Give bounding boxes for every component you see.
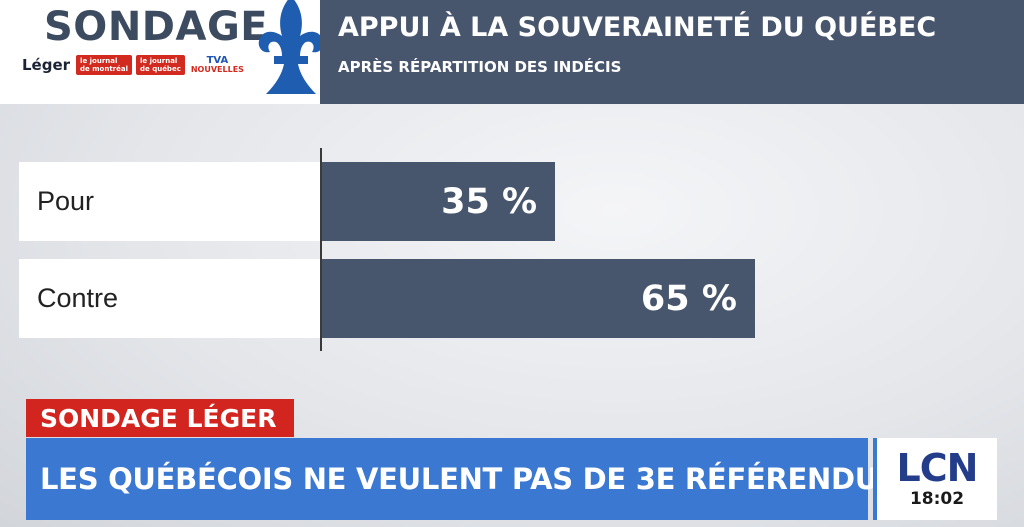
leger-logo: Léger (22, 56, 71, 74)
nouvelles-logo-text: NOUVELLES (190, 65, 244, 74)
poll-header-logo-panel: SONDAGE Léger le journal de montréal le … (0, 0, 320, 104)
bar: 65 % (322, 259, 755, 338)
lower-third-headline: LES QUÉBÉCOIS NE VEULENT PAS DE 3E RÉFÉR… (26, 438, 907, 520)
journal-montreal-logo: le journal de montréal (76, 55, 132, 75)
journal-quebec-logo: le journal de québec (136, 55, 185, 75)
clock-time: 18:02 (909, 488, 965, 509)
tva-logo-text: TVA (206, 55, 229, 66)
bar-chart: Pour 35 % Contre 65 % (0, 104, 1024, 394)
channel-bug: LCN 18:02 (873, 438, 997, 520)
sondage-title: SONDAGE (44, 4, 269, 50)
bar-axis-line (320, 148, 322, 351)
chart-title: APPUI À LA SOUVERAINETÉ DU QUÉBEC (338, 12, 937, 43)
headline-text: LES QUÉBÉCOIS NE VEULENT PAS DE 3E RÉFÉR… (40, 462, 907, 496)
data-label: 65 % (640, 278, 737, 319)
chart-title-panel: APPUI À LA SOUVERAINETÉ DU QUÉBEC APRÈS … (320, 0, 1024, 104)
fleur-de-lis-icon (258, 0, 320, 94)
bar: 35 % (322, 162, 556, 241)
data-label: 35 % (441, 181, 538, 222)
chart-subtitle: APRÈS RÉPARTITION DES INDÉCIS (338, 58, 622, 76)
lower-third-label-text: SONDAGE LÉGER (40, 403, 277, 433)
category-label: Pour (37, 186, 95, 216)
tva-nouvelles-logo: TVA NOUVELLES (191, 56, 244, 74)
lcn-logo: LCN (896, 445, 979, 490)
partner-logos: Léger le journal de montréal le journal … (22, 54, 244, 76)
category-label: Contre (37, 283, 119, 313)
category-label-box: Pour (19, 162, 322, 241)
category-label-box: Contre (19, 259, 322, 338)
lower-third-label: SONDAGE LÉGER (26, 399, 295, 437)
